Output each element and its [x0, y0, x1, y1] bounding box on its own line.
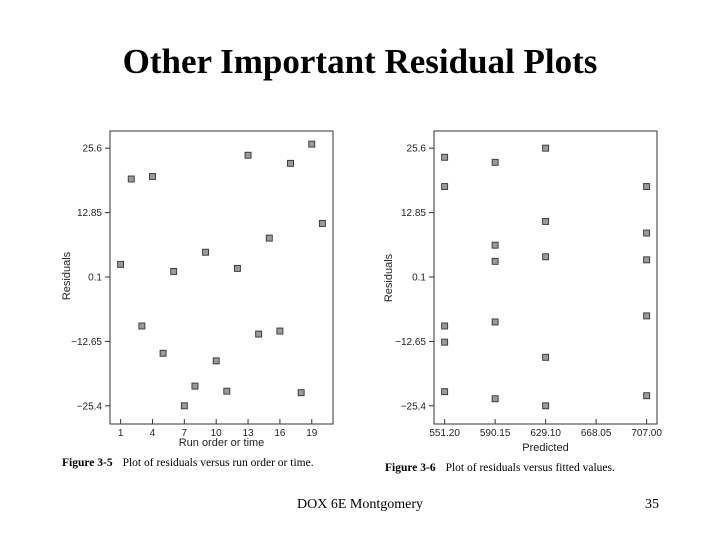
x-tick-label: 10 [211, 428, 223, 439]
y-tick-label: 0.1 [88, 272, 102, 283]
y-tick-label: 25.6 [407, 144, 427, 155]
data-point [233, 264, 241, 272]
data-point [542, 353, 550, 361]
caption-figure-3-5: Figure 3-5 Plot of residuals versus run o… [62, 457, 314, 469]
y-tick-label: −25.4 [401, 401, 427, 412]
data-point [542, 253, 550, 261]
x-tick-label: 13 [242, 428, 254, 439]
data-point [117, 260, 125, 268]
caption-figure-3-6: Figure 3-6 Plot of residuals versus fitte… [385, 462, 615, 474]
data-point [212, 357, 220, 365]
data-point [542, 217, 550, 225]
data-point [244, 151, 252, 159]
scatter-plot-2: 25.6 12.85 0.1 −12.65 −25.4 551.20 590.15 629.1… [383, 130, 662, 454]
data-point [191, 382, 199, 390]
data-point [265, 234, 273, 242]
data-point [491, 395, 499, 403]
data-point [491, 158, 499, 166]
data-point [287, 159, 294, 167]
y-tick-label: −12.65 [71, 337, 102, 348]
slide-title: Other Important Residual Plots [122, 42, 598, 81]
data-point [202, 248, 210, 256]
x-tick-label: 7 [182, 428, 188, 439]
data-point [441, 322, 449, 330]
x-tick-label: 16 [274, 428, 286, 439]
x-tick-label: 707.00 [631, 428, 662, 439]
data-point [441, 183, 449, 191]
data-point [127, 175, 135, 183]
data-point [170, 267, 178, 275]
x-axis-label: Run order or time [179, 437, 265, 449]
y-axis-label: Residuals [61, 251, 73, 300]
y-axis-label: Residuals [383, 253, 395, 302]
page-number: 35 [645, 497, 659, 512]
x-axis-label: Predicted [522, 442, 568, 454]
y-tick-label: 0.1 [412, 272, 426, 283]
data-point [297, 389, 305, 397]
x-tick-label: 4 [150, 428, 156, 439]
scatter-plot-1: 25.6 12.85 0.1 −12.65 −25.4 1 4 7 10 13 16 19 Run or… [61, 130, 334, 449]
y-tick-label: 12.85 [77, 208, 102, 219]
data-point [138, 322, 146, 330]
y-tick-label: 12.85 [401, 208, 426, 219]
data-point [643, 183, 651, 191]
x-tick-label: 629.10 [530, 428, 561, 439]
data-point [276, 327, 284, 335]
data-point [441, 388, 449, 396]
caption-text: Plot of residuals versus fitted values. [445, 462, 615, 474]
data-point [159, 349, 167, 357]
data-point [149, 173, 156, 180]
data-point [223, 387, 231, 395]
x-tick-label: 1 [118, 428, 124, 439]
caption-figure-label: Figure 3-6 [385, 462, 436, 474]
plot-frame [109, 130, 334, 425]
data-point [542, 144, 550, 152]
data-point [643, 312, 651, 320]
data-point [441, 338, 449, 346]
data-point [491, 257, 499, 265]
x-tick-label: 668.05 [581, 428, 612, 439]
data-point [491, 318, 499, 326]
x-tick-label: 551.20 [429, 428, 460, 439]
data-point [542, 402, 550, 410]
footer-credit: DOX 6E Montgomery [297, 497, 423, 512]
data-point [255, 330, 263, 338]
data-point [180, 402, 188, 410]
data-point [491, 241, 499, 249]
caption-text: Plot of residuals versus run order or ti… [122, 457, 314, 469]
x-tick-label: 590.15 [480, 428, 511, 439]
plot-frame [433, 130, 658, 425]
y-tick-label: −25.4 [77, 401, 103, 412]
y-tick-label: −12.65 [395, 337, 426, 348]
data-point [643, 229, 651, 237]
data-point [643, 256, 651, 264]
y-tick-label: 25.6 [83, 144, 103, 155]
data-point [441, 153, 449, 161]
caption-figure-label: Figure 3-5 [62, 457, 113, 469]
x-tick-label: 19 [306, 428, 318, 439]
data-point [308, 140, 316, 148]
data-point [318, 219, 326, 227]
data-point [643, 392, 651, 400]
